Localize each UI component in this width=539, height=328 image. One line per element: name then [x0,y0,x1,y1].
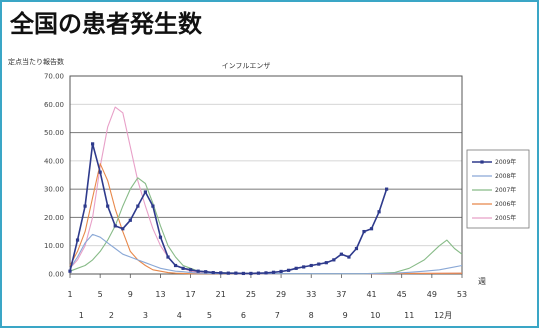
data-point [136,204,140,208]
y-tick-label: 50.00 [44,129,64,137]
data-point [256,271,261,275]
x-tick-label: 33 [306,290,316,299]
data-point [83,204,87,208]
data-point [75,238,80,242]
data-point [106,204,110,208]
x-tick-label: 21 [216,290,226,299]
y-axis-ticks: 0.00 10.00 20.00 30.00 40.00 50.00 60.00 70.00 [44,73,64,279]
legend-marker [480,160,484,164]
data-point [234,271,238,275]
y-tick-label: 60.00 [44,101,64,109]
data-point [287,268,291,272]
data-point [377,210,381,214]
data-point [196,269,200,273]
data-point [121,227,125,231]
data-point [219,271,223,275]
y-axis-label: 定点当たり報告数 [8,57,64,66]
y-tick-label: 70.00 [44,73,64,81]
month-ticks: 1 2 3 4 5 6 7 8 9 10 11 12月 [79,311,452,320]
x-tick-label: 1 [67,290,72,299]
x-tick-label: 37 [336,290,346,299]
data-point [204,270,208,274]
x-tick-label: 13 [155,290,165,299]
data-point [385,187,389,191]
y-tick-label: 20.00 [44,214,64,222]
plot-border [69,75,463,275]
month-tick-label: 7 [275,311,280,320]
y-tick-label: 40.00 [44,157,64,165]
grid-lines [69,75,463,275]
data-point [128,218,132,222]
data-point [241,271,245,276]
data-point [294,266,298,270]
data-point [211,270,215,275]
x-axis-ticks: 1 5 9 13 17 21 25 29 33 37 41 45 49 53 [67,274,467,299]
data-point [302,265,306,269]
month-tick-label: 9 [343,311,348,320]
data-point [151,204,155,208]
legend-label: 2005年 [495,214,516,222]
data-point [181,266,185,270]
month-tick-label: 6 [241,311,246,320]
data-point [309,263,313,268]
chart-title: インフルエンザ [222,62,271,70]
legend: 2009年 2008年 2007年 2006年 2005年 [472,158,516,222]
data-point [279,269,283,274]
data-point [113,224,117,228]
x-tick-label: 5 [98,290,103,299]
data-point [317,262,321,266]
y-tick-label: 10.00 [44,242,64,250]
legend-label: 2007年 [495,186,516,194]
series-line-2008年 [69,233,463,275]
series-line-2009年 [69,143,388,275]
month-tick-label: 1 [79,311,84,320]
data-point [189,268,193,272]
data-point [271,270,276,274]
y-tick-label: 30.00 [44,186,64,194]
data-point [68,269,72,273]
data-point [158,235,163,239]
x-tick-label: 45 [397,290,407,299]
x-tick-label: 25 [246,290,256,299]
data-point [173,263,178,268]
x-tick-label: 29 [276,290,286,299]
data-point [264,271,268,275]
data-point [347,255,351,259]
data-point [249,271,253,276]
x-tick-label: 9 [128,290,133,299]
month-tick-label: 11 [404,311,414,320]
series-lines [68,106,463,276]
month-tick-label: 8 [309,311,314,320]
legend-box [466,149,530,229]
page-title: 全国の患者発生数 [10,10,202,38]
data-point [324,261,328,265]
data-point [98,170,102,174]
series-line-2007年 [69,177,463,275]
month-tick-label: 12月 [434,311,452,320]
legend-label: 2009年 [495,158,516,166]
data-point [354,246,359,251]
x-tick-label: 41 [366,290,376,299]
data-point [369,227,374,231]
legend-label: 2006年 [495,200,516,208]
legend-label: 2008年 [495,172,516,180]
data-point [166,255,170,259]
y-tick-label: 0.00 [48,271,64,279]
month-tick-label: 4 [177,311,182,320]
data-point [339,252,343,256]
month-tick-label: 2 [109,311,114,320]
data-point [143,190,147,194]
x-tick-label: 49 [427,290,437,299]
month-tick-label: 10 [370,311,380,320]
month-tick-label: 3 [143,311,148,320]
data-point [226,271,230,275]
month-tick-label: 5 [207,311,212,320]
data-point [332,258,336,262]
x-tick-label: 17 [186,290,196,299]
x-tick-label: 53 [457,290,467,299]
data-point [91,142,95,146]
data-point [362,229,366,234]
x-axis-label: 週 [478,277,486,286]
